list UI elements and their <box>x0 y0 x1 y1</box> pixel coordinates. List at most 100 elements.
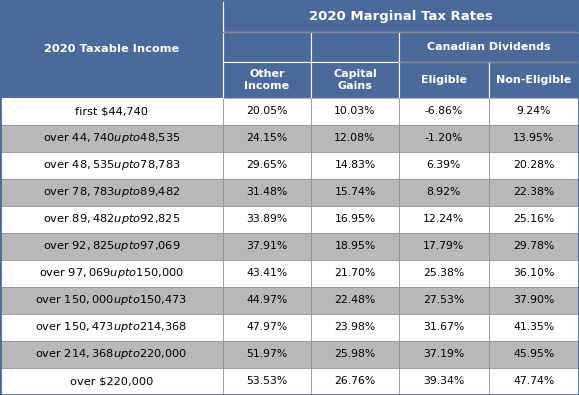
Text: 23.98%: 23.98% <box>334 322 376 333</box>
Bar <box>223 341 311 368</box>
Bar <box>0 62 223 98</box>
Bar <box>489 314 579 341</box>
Text: 17.79%: 17.79% <box>423 241 464 251</box>
Text: 25.98%: 25.98% <box>334 350 376 359</box>
Text: 51.97%: 51.97% <box>246 350 288 359</box>
Text: 18.95%: 18.95% <box>334 241 376 251</box>
Bar <box>0 152 223 179</box>
Text: 45.95%: 45.95% <box>513 350 555 359</box>
Text: Non-Eligible: Non-Eligible <box>496 75 571 85</box>
Bar <box>311 287 399 314</box>
Text: over $44,740 up to $48,535: over $44,740 up to $48,535 <box>43 131 180 145</box>
Text: 44.97%: 44.97% <box>246 295 288 305</box>
Bar <box>489 287 579 314</box>
Bar <box>311 179 399 206</box>
Text: 31.67%: 31.67% <box>423 322 464 333</box>
Text: 31.48%: 31.48% <box>246 187 288 197</box>
Bar <box>223 206 311 233</box>
Bar <box>223 32 311 62</box>
Bar <box>0 98 223 124</box>
Text: 8.92%: 8.92% <box>427 187 461 197</box>
Bar <box>0 206 223 233</box>
Bar <box>489 62 579 98</box>
Text: over $92,825 up to $97,069: over $92,825 up to $97,069 <box>43 239 180 253</box>
Text: 29.65%: 29.65% <box>246 160 288 170</box>
Text: 29.78%: 29.78% <box>513 241 555 251</box>
Text: 15.74%: 15.74% <box>334 187 376 197</box>
Text: 12.24%: 12.24% <box>423 214 464 224</box>
Bar <box>311 32 399 62</box>
Bar <box>0 0 223 98</box>
Bar <box>0 314 223 341</box>
Bar <box>399 314 489 341</box>
Text: 9.24%: 9.24% <box>516 106 551 116</box>
Text: 25.38%: 25.38% <box>423 268 464 278</box>
Text: Other
Income: Other Income <box>244 69 290 90</box>
Text: 2020 Taxable Income: 2020 Taxable Income <box>44 44 179 54</box>
Text: -1.20%: -1.20% <box>424 133 463 143</box>
Bar <box>399 260 489 287</box>
Bar <box>399 124 489 152</box>
Text: 37.19%: 37.19% <box>423 350 464 359</box>
Text: over $89,482 up to $92,825: over $89,482 up to $92,825 <box>43 212 180 226</box>
Text: 25.16%: 25.16% <box>513 214 555 224</box>
Bar <box>311 124 399 152</box>
Bar <box>311 98 399 124</box>
Bar <box>311 368 399 395</box>
Text: 33.89%: 33.89% <box>246 214 288 224</box>
Text: 13.95%: 13.95% <box>513 133 555 143</box>
Text: 53.53%: 53.53% <box>246 376 288 386</box>
Bar <box>0 179 223 206</box>
Bar <box>311 62 399 98</box>
Bar <box>399 32 579 62</box>
Text: over $97,069 up to $150,000: over $97,069 up to $150,000 <box>39 266 184 280</box>
Bar <box>311 206 399 233</box>
Bar <box>489 124 579 152</box>
Text: 14.83%: 14.83% <box>334 160 376 170</box>
Text: first $44,740: first $44,740 <box>75 106 148 116</box>
Bar <box>399 368 489 395</box>
Text: Canadian Dividends: Canadian Dividends <box>427 42 551 52</box>
Text: Capital
Gains: Capital Gains <box>333 69 377 90</box>
Bar <box>223 98 311 124</box>
Text: 37.91%: 37.91% <box>246 241 288 251</box>
Bar <box>0 124 223 152</box>
Text: over $78,783 up to $89,482: over $78,783 up to $89,482 <box>43 185 180 199</box>
Bar <box>223 233 311 260</box>
Bar <box>399 179 489 206</box>
Bar <box>0 260 223 287</box>
Bar <box>223 314 311 341</box>
Bar <box>223 368 311 395</box>
Bar <box>489 98 579 124</box>
Text: 39.34%: 39.34% <box>423 376 464 386</box>
Bar <box>223 260 311 287</box>
Text: 20.05%: 20.05% <box>246 106 288 116</box>
Text: 47.97%: 47.97% <box>246 322 288 333</box>
Text: 27.53%: 27.53% <box>423 295 464 305</box>
Bar <box>0 341 223 368</box>
Bar <box>399 233 489 260</box>
Bar <box>489 206 579 233</box>
Text: 26.76%: 26.76% <box>334 376 376 386</box>
Text: over $150,000 up to $150,473: over $150,000 up to $150,473 <box>35 293 188 307</box>
Text: 41.35%: 41.35% <box>513 322 555 333</box>
Bar <box>0 233 223 260</box>
Bar <box>223 179 311 206</box>
Bar <box>399 341 489 368</box>
Bar <box>223 287 311 314</box>
Text: -6.86%: -6.86% <box>424 106 463 116</box>
Bar <box>489 152 579 179</box>
Text: 36.10%: 36.10% <box>513 268 555 278</box>
Text: 37.90%: 37.90% <box>513 295 555 305</box>
Text: 43.41%: 43.41% <box>246 268 288 278</box>
Text: 20.28%: 20.28% <box>513 160 555 170</box>
Bar <box>223 152 311 179</box>
Bar <box>311 260 399 287</box>
Text: 2020 Marginal Tax Rates: 2020 Marginal Tax Rates <box>309 10 493 23</box>
Bar <box>489 233 579 260</box>
Bar <box>489 341 579 368</box>
Bar <box>0 0 223 32</box>
Bar <box>311 152 399 179</box>
Bar <box>0 368 223 395</box>
Text: 6.39%: 6.39% <box>427 160 461 170</box>
